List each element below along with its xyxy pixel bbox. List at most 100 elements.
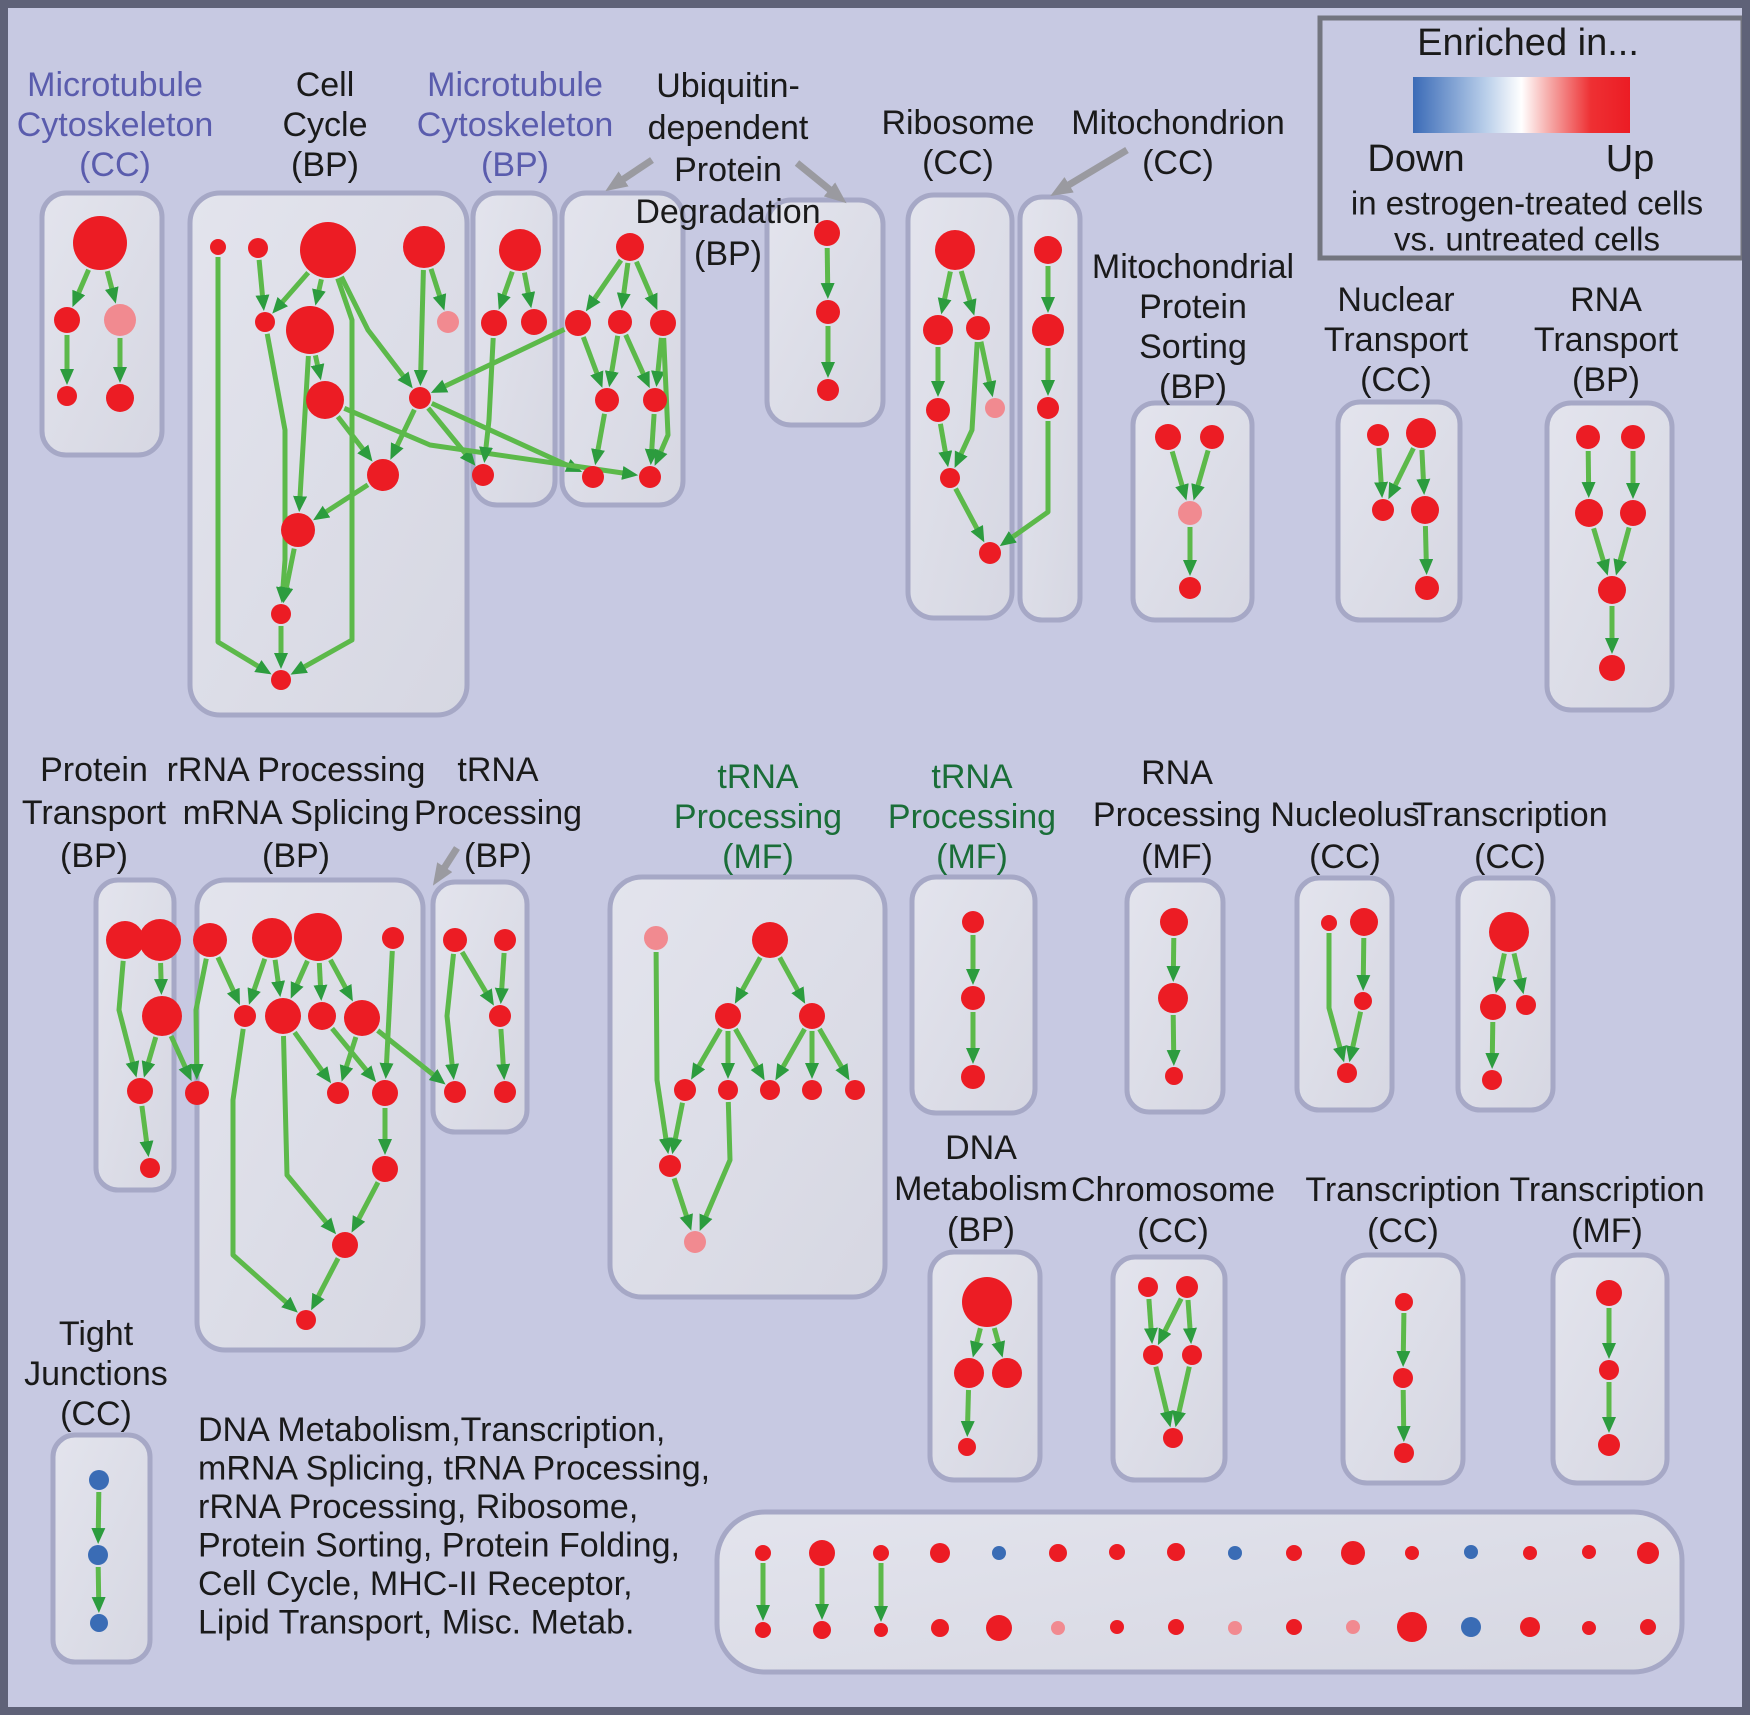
edge-c8-u8 [343,406,639,480]
node-w6 [1599,655,1625,681]
node-x4 [1482,1070,1502,1090]
label-rna-proc-mf: RNA Processing (MF) [1093,754,1261,876]
node-d3 [992,1358,1022,1388]
node-m12b [1397,1612,1427,1642]
legend-up-label: Up [1606,138,1655,180]
node-m13b [1461,1617,1481,1637]
label-transcription-cc-3: Transcription (CC) [1305,1171,1500,1250]
node-g2 [961,986,985,1010]
node-c7 [437,311,459,333]
node-m16t [1637,1542,1659,1564]
node-g3 [961,1065,985,1089]
edge-c4-c9 [413,269,428,386]
node-e11 [372,1080,398,1106]
edge-c9-c10 [390,408,417,460]
node-m4t [930,1543,950,1563]
callout-arrow-1 [605,157,654,192]
label-chromosome: Chromosome (CC) [1071,1171,1275,1250]
node-c6 [286,306,334,354]
edge-d2-d4 [960,1389,975,1437]
node-v2 [816,300,840,324]
edge-n1-n3 [1374,447,1389,499]
node-m11b [1346,1620,1360,1634]
node-c5 [255,312,275,332]
edge-n2-n3 [1388,447,1416,500]
cluster-nucleolus-cc [1294,875,1395,1113]
node-q2 [494,929,516,951]
node-m10b [1286,1619,1302,1635]
node-q5 [494,1081,516,1103]
node-v3 [817,379,839,401]
callout-arrow-2 [794,160,847,204]
cluster-chromosome-cc [1110,1254,1228,1483]
node-u7 [582,466,604,488]
node-c8 [306,381,344,419]
edge-y1-y3 [1144,1298,1158,1345]
node-y2 [1176,1276,1198,1298]
node-p4 [127,1078,153,1104]
node-m6t [1049,1544,1067,1562]
edge-f3-f7 [733,1027,765,1081]
node-a2 [54,307,80,333]
node-b3 [521,309,547,335]
node-f7 [760,1080,780,1100]
edge-c6-c11 [293,355,311,513]
node-k4 [1337,1063,1357,1083]
node-c4 [403,226,445,268]
node-a3 [104,304,136,336]
node-o1 [1596,1280,1622,1306]
edge-c10-c11 [313,482,370,521]
node-c3 [300,222,356,278]
node-y4 [1182,1345,1202,1365]
node-n1 [1367,424,1389,446]
cluster-nuclear-transport-cc [1335,399,1463,623]
edge-q1-q4 [444,953,460,1081]
label-dna-metabolism: DNA Metabolism (BP) [894,1129,1068,1249]
node-f8 [802,1080,822,1100]
edge-e9-q4 [376,1028,446,1085]
edge-c11-c12 [279,548,297,604]
edge-q1-q3 [459,950,494,1006]
node-e7 [265,998,301,1034]
label-transcription-mf: Transcription (MF) [1509,1171,1704,1250]
callout-arrow-4 [432,846,460,886]
node-a4 [57,386,77,406]
edge-u1-u3 [616,262,631,310]
edge-j1-j2 [91,1491,106,1544]
node-v1 [814,220,840,246]
label-cell-cycle: Cell Cycle (BP) [282,66,367,184]
node-p2 [139,919,181,961]
cluster-transcription-cc-row2 [1455,875,1556,1113]
edge-b1-b3 [521,272,536,309]
node-n5 [1415,576,1439,600]
edge-u4-u8 [654,337,671,466]
node-m9b [1228,1621,1242,1635]
edge-b1-b2 [497,270,515,310]
node-u3 [608,310,632,334]
cluster-dna-metabolism-bp [927,1249,1043,1483]
node-u4 [650,310,676,336]
edge-v1-v2 [820,247,835,299]
node-z1 [1395,1293,1413,1311]
node-s4 [1179,577,1201,599]
node-m8t [1167,1543,1185,1561]
node-n2 [1406,418,1436,448]
node-e8 [308,1002,336,1030]
edge-f4-f7 [775,1027,807,1081]
edge-y2-y4 [1183,1299,1197,1345]
node-k2 [1350,908,1378,936]
node-g1 [962,911,984,933]
node-m16b [1640,1619,1656,1635]
node-c10 [367,459,399,491]
node-m13t [1464,1545,1478,1559]
node-m14t [1523,1546,1537,1560]
edge-u2-c9 [430,327,566,393]
node-x3 [1516,995,1536,1015]
edge-u3-u5 [604,335,621,388]
edge-x1-x2 [1492,952,1507,994]
edge-c5-c12 [264,333,291,604]
edge-c3-c5 [272,270,311,314]
node-m5b [986,1615,1012,1641]
edge-f6-f11 [699,1101,733,1231]
edge-c3-c6 [312,278,326,306]
